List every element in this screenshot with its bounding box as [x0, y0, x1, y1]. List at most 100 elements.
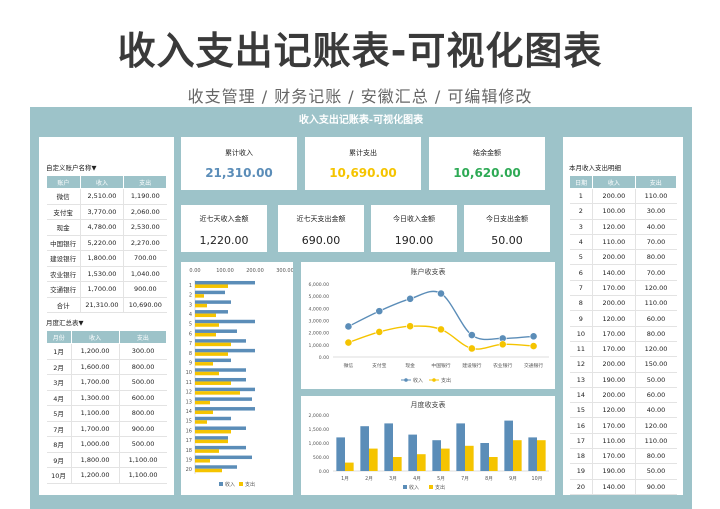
table-row: 8 200.00 110.00	[569, 295, 677, 312]
table-cell: 800.00	[119, 359, 167, 375]
table-row: 6 140.00 70.00	[569, 264, 677, 281]
bar-expense	[195, 303, 207, 308]
table-cell: 120.00	[635, 341, 677, 358]
point-income	[406, 294, 415, 303]
bar-expense	[441, 448, 450, 471]
point-income	[437, 289, 445, 298]
x-tick-label: 微信	[344, 362, 354, 369]
month-table-label[interactable]: 月度汇总表▼	[46, 319, 84, 327]
bar-expense	[195, 294, 204, 298]
table-row: 9 120.00 60.00	[569, 310, 677, 327]
table-cell: 40.00	[635, 402, 677, 419]
bar-expense	[195, 391, 240, 395]
daily-detail-table: 日期 收入 支出 1 200.00 110.00 2 100.00 30.00 3 120.00 40…	[568, 175, 678, 495]
table-row: 1月 1,200.00 300.00	[46, 343, 167, 360]
y-tick-label: 0.00	[319, 355, 329, 361]
point-income	[375, 307, 384, 316]
legend-marker-expense	[432, 378, 436, 382]
y-tick-label: 6	[189, 331, 192, 337]
table-cell: 1,200.00	[71, 343, 120, 360]
x-tick-label: 0.00	[189, 268, 200, 274]
table-row: 15 120.00 40.00	[569, 402, 677, 419]
y-tick-label: 500.00	[313, 455, 329, 461]
month-bar-chart: 月度收支表 0.00 500.00 1,000.00 1,500.00 2,000.00 1…	[309, 400, 549, 491]
legend-swatch-income	[403, 485, 407, 489]
bar-income	[528, 437, 537, 471]
y-tick-label: 11	[186, 380, 192, 386]
legend-swatch-expense	[429, 485, 433, 489]
legend-label: 收入	[409, 484, 419, 491]
bar-income	[195, 377, 246, 382]
sheet-title: 收入支出记账表-可视化图表	[298, 115, 424, 126]
bar-income	[195, 445, 246, 450]
table-row: 中国银行 5,220.00 2,270.00	[46, 235, 167, 251]
table-cell: 190.00	[592, 372, 636, 388]
bar-expense	[393, 457, 402, 471]
table-cell: 700.00	[123, 250, 167, 267]
table-cell: 110.00	[635, 433, 677, 450]
table-cell: 170.00	[592, 280, 636, 297]
kpi-card-small: 今日支出金额 50.00	[464, 205, 550, 252]
bar-expense	[195, 342, 231, 347]
bar-income	[408, 434, 417, 471]
legend-label: 收入	[413, 377, 423, 384]
x-tick-label: 建设银行	[462, 362, 481, 369]
table-row: 16 170.00 120.00	[569, 417, 677, 434]
table-cell: 120.00	[592, 219, 636, 235]
hero-subtitle: 收支管理 / 财务记账 / 安徽汇总 / 可编辑修改	[187, 87, 533, 106]
account-table-label[interactable]: 自定义账户名称▼	[46, 164, 97, 172]
table-cell: 11	[569, 341, 594, 358]
table-row: 支付宝 3,770.00 2,060.00	[46, 204, 167, 220]
table-cell: 60.00	[635, 310, 677, 327]
table-cell: 50.00	[635, 463, 677, 480]
legend-swatch-income	[219, 482, 223, 486]
bar-expense	[195, 352, 228, 356]
legend-label: 收入	[225, 481, 235, 488]
y-tick-label: 2,000.00	[309, 413, 330, 419]
table-cell: 2月	[46, 359, 72, 375]
table-cell: 18	[569, 448, 594, 465]
x-tick-label: 农业银行	[493, 362, 512, 369]
table-row: 10月 1,200.00 1,100.00	[46, 467, 167, 484]
daily-hbar-chart: 0.00 100.00 200.00 300.00123456789101112131…	[186, 268, 294, 488]
table-cell: 农业银行	[46, 266, 81, 282]
table-cell: 70.00	[635, 264, 677, 281]
table-row: 5月 1,100.00 800.00	[46, 405, 167, 422]
month-bar-chart-panel: 月度收支表 0.00 500.00 1,000.00 1,500.00 2,000.00 1…	[301, 396, 555, 495]
table-cell: 6	[569, 264, 594, 281]
table-cell: 1,100.00	[71, 405, 120, 422]
column-header: 收入	[79, 175, 125, 189]
table-row: 20 140.00 90.00	[569, 479, 677, 495]
kpi-title: 今日支出金额	[486, 215, 528, 223]
table-cell: 1,100.00	[119, 467, 167, 484]
y-tick-label: 3,000.00	[309, 319, 330, 325]
kpi-value: 10,620.00	[453, 166, 521, 180]
table-cell: 4	[569, 234, 594, 251]
table-row: 12 200.00 150.00	[569, 356, 677, 373]
table-cell: 12	[569, 356, 594, 373]
table-row: 7月 1,700.00 900.00	[46, 421, 167, 437]
y-tick-label: 1	[189, 283, 192, 289]
table-cell: 21,310.00	[80, 297, 125, 313]
table-cell: 支付宝	[46, 204, 81, 220]
daily-table-label: 本月收入支出明细	[569, 164, 621, 172]
kpi-card: 结余金额 10,620.00	[429, 137, 545, 190]
table-row: 17 110.00 110.00	[569, 433, 677, 450]
bar-expense	[195, 381, 231, 385]
y-tick-label: 9	[189, 360, 192, 366]
table-row: 3 120.00 40.00	[569, 219, 677, 235]
point-expense	[344, 338, 353, 347]
bar-expense	[195, 362, 213, 366]
y-tick-label: 4	[189, 312, 192, 318]
x-tick-label: 3月	[389, 476, 397, 482]
table-cell: 14	[569, 387, 594, 404]
legend-label: 支出	[441, 377, 451, 384]
table-cell: 90.00	[635, 479, 677, 495]
table-cell: 30.00	[635, 203, 677, 220]
table-cell: 2	[569, 203, 594, 220]
bar-expense	[195, 459, 210, 463]
table-cell: 20	[569, 479, 594, 495]
table-cell: 1,800.00	[71, 452, 120, 468]
table-cell: 60.00	[635, 387, 677, 404]
point-expense	[437, 325, 445, 334]
